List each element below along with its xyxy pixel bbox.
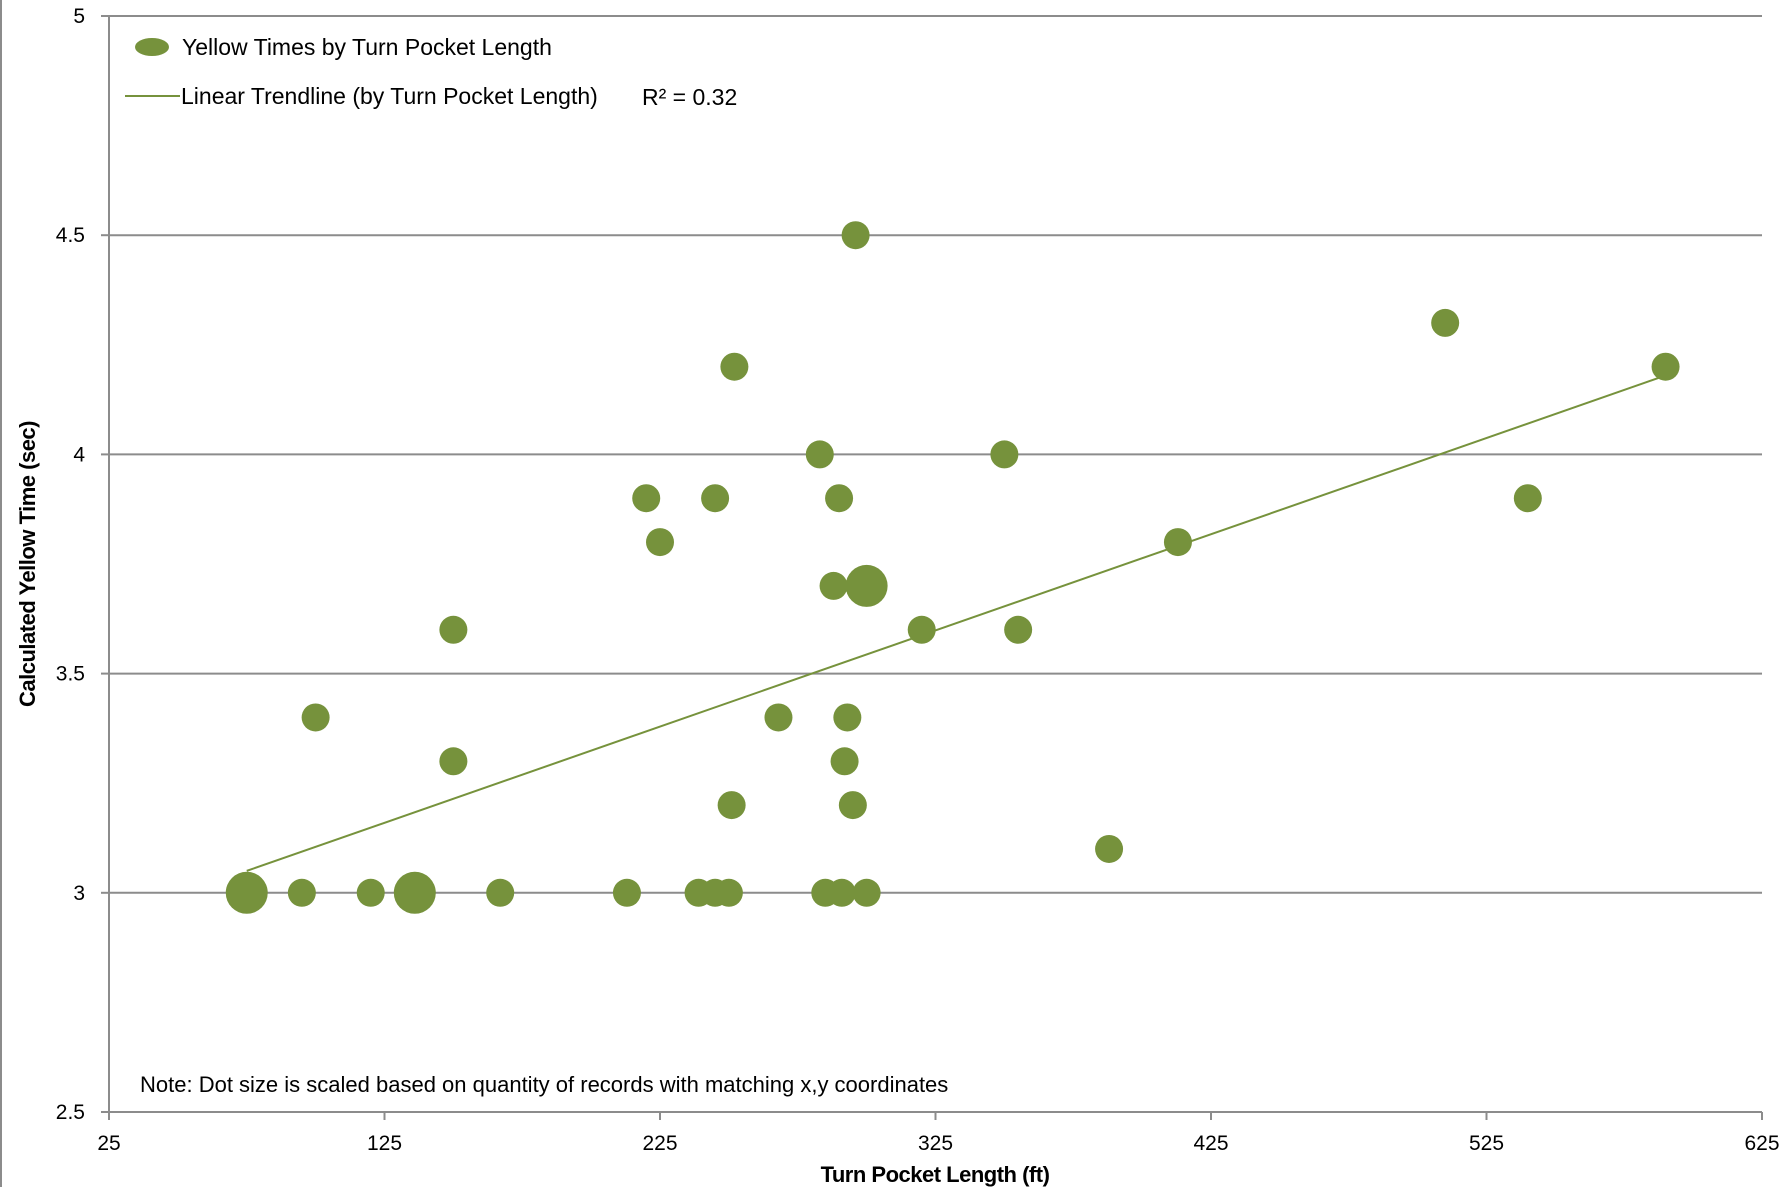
data-point: [439, 615, 468, 644]
y-tick-label: 4.5: [56, 224, 85, 247]
legend-label-trendline: Linear Trendline (by Turn Pocket Length): [181, 83, 598, 109]
x-tick-label: 625: [1744, 1132, 1779, 1155]
data-point: [225, 871, 268, 914]
data-point: [1513, 484, 1542, 513]
data-point: [825, 484, 854, 513]
data-point: [356, 878, 385, 907]
data-point: [990, 440, 1019, 469]
data-point: [486, 878, 515, 907]
legend-label-scatter: Yellow Times by Turn Pocket Length: [182, 34, 552, 60]
data-point: [646, 528, 674, 557]
chart-note: Note: Dot size is scaled based on quanti…: [140, 1072, 948, 1097]
legend: Yellow Times by Turn Pocket Length Linea…: [125, 34, 737, 110]
data-point: [714, 878, 743, 907]
data-point: [852, 878, 881, 907]
y-tick-label: 3.5: [56, 663, 85, 686]
x-tick-label: 525: [1469, 1132, 1504, 1155]
data-point: [833, 703, 862, 732]
data-point: [827, 878, 856, 907]
r-squared-label: R² = 0.32: [642, 84, 737, 110]
data-point: [301, 703, 330, 732]
data-point: [1431, 308, 1460, 337]
y-tick-label: 3: [73, 882, 85, 905]
trendline-layer: [246, 374, 1666, 872]
data-point: [1651, 352, 1680, 381]
data-point: [838, 791, 867, 820]
x-tick-label: 325: [918, 1132, 953, 1155]
y-tick-label: 2.5: [56, 1101, 85, 1124]
data-point: [612, 878, 641, 907]
axis-layer: [108, 16, 1762, 1113]
y-tick-label: 5: [73, 5, 85, 28]
data-point: [287, 878, 316, 907]
data-point: [717, 791, 746, 820]
grid-layer: [109, 15, 1762, 894]
x-axis-title: Turn Pocket Length (ft): [821, 1162, 1050, 1187]
legend-marker-scatter: [135, 38, 169, 56]
point-layer: [225, 221, 1680, 914]
data-point: [720, 352, 749, 381]
data-point: [1163, 528, 1192, 557]
data-point: [1095, 834, 1124, 863]
x-tick-label: 425: [1193, 1132, 1228, 1155]
x-tick-label: 125: [367, 1132, 402, 1155]
trendline: [246, 374, 1666, 872]
x-tick-label: 25: [97, 1132, 120, 1155]
data-point: [632, 484, 661, 513]
data-point: [907, 615, 936, 644]
data-point: [819, 571, 848, 600]
data-point: [845, 564, 888, 607]
x-tick-label: 225: [642, 1132, 677, 1155]
data-point: [393, 871, 436, 914]
data-point: [841, 221, 870, 250]
data-point: [701, 484, 730, 513]
data-point: [830, 747, 859, 776]
data-point: [805, 440, 834, 469]
y-axis-title: Calculated Yellow Time (sec): [15, 421, 40, 707]
data-point: [1004, 615, 1033, 644]
data-point: [439, 747, 468, 776]
y-tick-label: 4: [73, 443, 85, 466]
data-point: [764, 703, 793, 732]
